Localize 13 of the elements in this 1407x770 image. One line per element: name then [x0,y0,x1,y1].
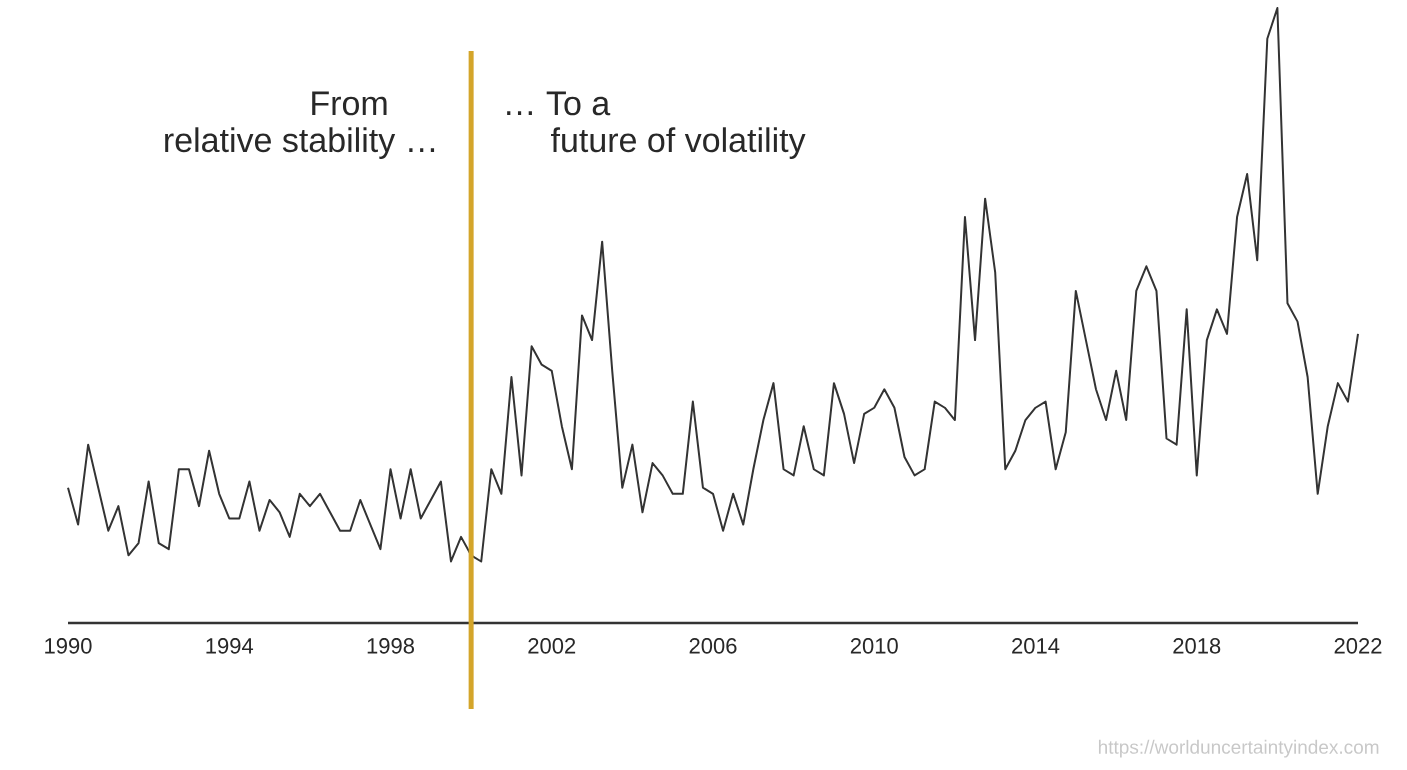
x-tick-label: 2006 [689,638,737,654]
annotation: … To a [507,91,611,116]
x-tick-label: 1998 [367,638,414,654]
annotation: future of volatility [551,127,806,159]
annotation: From [312,91,387,116]
x-tick-label: 2022 [1334,638,1382,654]
x-tick-label: 1994 [206,638,254,654]
x-tick-label: 1990 [45,638,92,654]
x-tick-label: 2018 [1173,638,1221,654]
annotation: relative stability … [165,127,435,159]
x-tick-label: 2002 [528,638,576,654]
x-tick-label: 2010 [850,638,898,654]
x-tick-label: 2014 [1012,638,1060,654]
